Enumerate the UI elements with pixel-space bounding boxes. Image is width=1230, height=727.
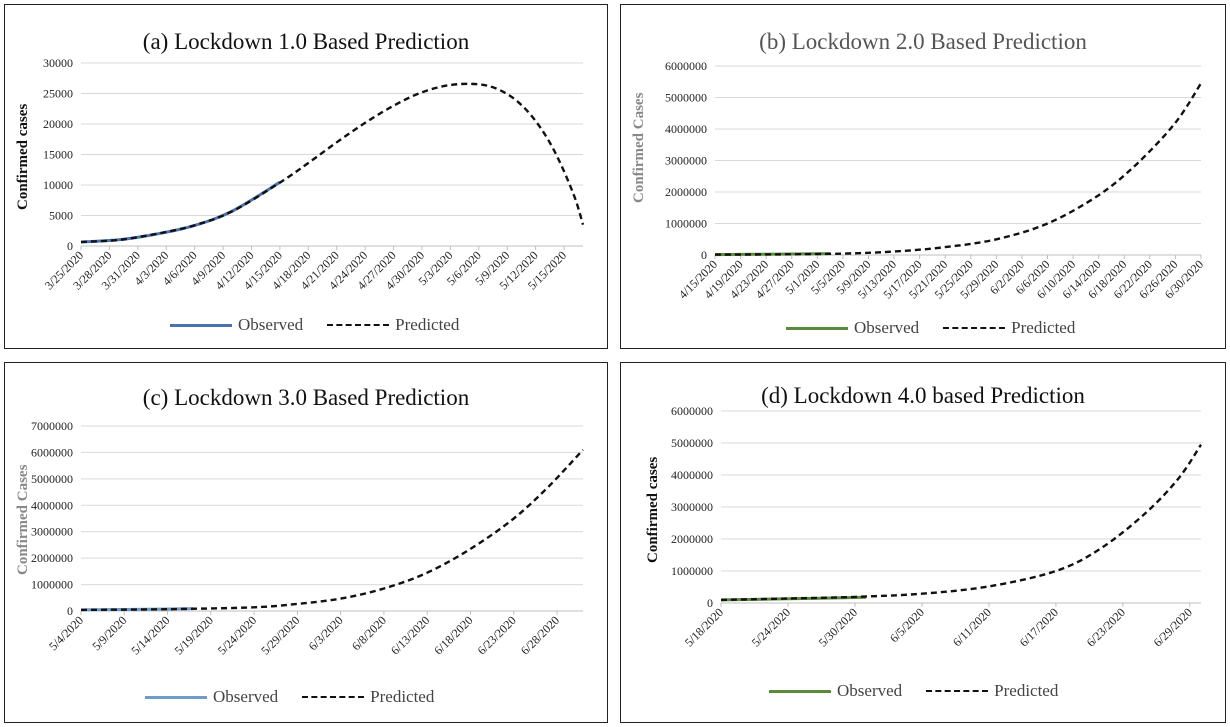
observed-legend-label: Observed — [854, 318, 920, 337]
y-tick-label: 5000 — [49, 209, 73, 223]
observed-legend-label: Observed — [213, 687, 279, 706]
y-tick-label: 3000000 — [31, 525, 73, 539]
x-tick-label: 5/19/2020 — [172, 613, 216, 657]
y-axis-label: Confirmed cases — [645, 456, 661, 563]
predicted-series-line — [720, 443, 1203, 602]
y-tick-label: 30000 — [43, 56, 73, 70]
predicted-legend-label: Predicted — [994, 681, 1059, 700]
legend: Observed Predicted — [170, 315, 459, 335]
predicted-legend-label: Predicted — [1011, 318, 1076, 337]
x-tick-label: 6/11/2020 — [950, 605, 994, 649]
observed-legend-swatch — [786, 326, 848, 330]
y-tick-label: 6000000 — [31, 445, 73, 459]
y-tick-label: 1000000 — [665, 217, 707, 231]
observed-legend-label: Observed — [837, 681, 903, 700]
y-tick-label: 20000 — [43, 117, 73, 131]
y-axis-label: Confirmed Cases — [15, 464, 31, 575]
y-tick-label: 25000 — [43, 87, 73, 101]
y-axis-label: Confirmed Cases — [631, 92, 647, 203]
chart-plot: 0 1000000 2000000 3000000 4000000 5000000 6000… — [671, 404, 1203, 650]
x-tick-label: 5/9/2020 — [89, 613, 129, 653]
observed-legend-swatch — [145, 695, 207, 699]
predicted-legend-swatch — [926, 690, 989, 692]
observed-series-line — [80, 180, 281, 244]
chart-title: (c) Lockdown 3.0 Based Prediction — [142, 385, 470, 410]
x-tick-label: 6/8/2020 — [349, 613, 389, 653]
y-tick-label: 1000000 — [671, 564, 713, 578]
chart-title: (d) Lockdown 4.0 based Prediction — [761, 383, 1085, 408]
x-tick-label: 5/24/2020 — [215, 613, 259, 657]
chart-title: (b) Lockdown 2.0 Based Prediction — [759, 29, 1087, 54]
legend: Observed Predicted — [786, 318, 1075, 338]
x-tick-label: 6/3/2020 — [306, 613, 346, 653]
predicted-series-line — [80, 82, 585, 244]
y-tick-label: 4000000 — [31, 498, 73, 512]
x-tick-label: 6/29/2020 — [1151, 605, 1195, 649]
y-tick-label: 0 — [701, 248, 707, 262]
y-tick-label: 0 — [707, 596, 713, 610]
y-tick-label: 0 — [67, 604, 73, 618]
y-tick-label: 3000000 — [671, 500, 713, 514]
y-tick-label: 0 — [67, 239, 73, 253]
y-tick-label: 3000000 — [665, 154, 707, 168]
predicted-legend-swatch — [943, 327, 1006, 329]
chart-plot: 0500010000150002000025000300003/25/20203… — [42, 56, 585, 293]
x-tick-label: 6/23/2020 — [1084, 605, 1128, 649]
chart-panel-b: (b) Lockdown 2.0 Based Prediction 0 10000… — [620, 4, 1226, 349]
y-tick-label: 7000000 — [31, 419, 73, 433]
observed-legend-swatch — [170, 323, 232, 327]
y-tick-label: 5000000 — [671, 436, 713, 450]
x-tick-label: 6/5/2020 — [887, 605, 927, 645]
x-tick-label: 6/18/2020 — [431, 613, 475, 657]
y-axis-label: Confirmed cases — [15, 103, 31, 210]
chart-plot: 0 1000000 2000000 3000000 4000000 5000000 6000… — [31, 419, 584, 658]
x-tick-label: 5/29/2020 — [258, 613, 302, 657]
chart-panel-a: (a) Lockdown 1.0 Based Prediction 0 5000 1… — [4, 4, 608, 349]
predicted-legend-label: Predicted — [395, 315, 460, 334]
predicted-legend-swatch — [302, 696, 365, 698]
chart-plot: 0 1000000 2000000 3000000 4000000 5000000 6000… — [665, 59, 1206, 302]
y-tick-label: 5000000 — [31, 472, 73, 486]
y-tick-label: 6000000 — [671, 404, 713, 418]
y-tick-label: 4000000 — [671, 468, 713, 482]
y-tick-label: 6000000 — [665, 59, 707, 73]
y-tick-label: 2000000 — [665, 185, 707, 199]
predicted-legend-swatch — [327, 324, 390, 326]
x-tick-label: 6/17/2020 — [1017, 605, 1061, 649]
x-tick-label: 6/13/2020 — [388, 613, 432, 657]
chart-panel-d: (d) Lockdown 4.0 based Prediction 0 10000… — [620, 362, 1226, 723]
y-tick-label: 2000000 — [671, 532, 713, 546]
chart-title: (a) Lockdown 1.0 Based Prediction — [142, 29, 470, 54]
legend: Observed Predicted — [145, 687, 434, 707]
x-tick-label: 5/24/2020 — [749, 605, 793, 649]
y-tick-label: 15000 — [43, 148, 73, 162]
chart-panel-c: (c) Lockdown 3.0 Based Prediction 0 10000… — [4, 362, 608, 723]
observed-series-line — [714, 252, 831, 257]
legend: Observed Predicted — [769, 681, 1058, 701]
x-tick-label: 5/30/2020 — [816, 605, 860, 649]
y-tick-label: 1000000 — [31, 578, 73, 592]
y-tick-label: 10000 — [43, 178, 73, 192]
x-tick-label: 6/23/2020 — [475, 613, 519, 657]
predicted-series-line — [80, 448, 584, 612]
y-tick-label: 2000000 — [31, 551, 73, 565]
x-tick-label: 5/14/2020 — [128, 613, 172, 657]
x-tick-label: 5/18/2020 — [682, 605, 726, 649]
x-tick-label: 6/28/2020 — [518, 613, 562, 657]
y-tick-label: 5000000 — [665, 91, 707, 105]
observed-legend-swatch — [769, 689, 831, 693]
y-tick-label: 4000000 — [665, 122, 707, 136]
observed-legend-label: Observed — [238, 315, 304, 334]
x-tick-label: 5/4/2020 — [46, 613, 86, 653]
predicted-series-line — [714, 82, 1203, 256]
predicted-legend-label: Predicted — [370, 687, 435, 706]
